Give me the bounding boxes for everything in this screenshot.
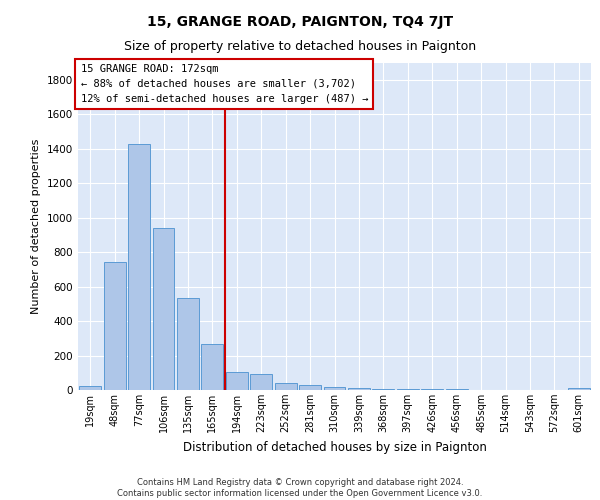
Bar <box>177 298 199 390</box>
Bar <box>299 386 321 390</box>
Bar <box>323 387 346 390</box>
Bar <box>226 372 248 390</box>
X-axis label: Distribution of detached houses by size in Paignton: Distribution of detached houses by size … <box>182 440 487 454</box>
Bar <box>275 383 296 390</box>
Text: Size of property relative to detached houses in Paignton: Size of property relative to detached ho… <box>124 40 476 53</box>
Bar <box>79 386 101 390</box>
Text: 15, GRANGE ROAD, PAIGNTON, TQ4 7JT: 15, GRANGE ROAD, PAIGNTON, TQ4 7JT <box>147 15 453 29</box>
Bar <box>397 389 419 390</box>
Bar <box>348 388 370 390</box>
Y-axis label: Number of detached properties: Number of detached properties <box>31 138 41 314</box>
Text: 15 GRANGE ROAD: 172sqm
← 88% of detached houses are smaller (3,702)
12% of semi-: 15 GRANGE ROAD: 172sqm ← 88% of detached… <box>80 64 368 104</box>
Bar <box>373 388 394 390</box>
Bar <box>152 228 175 390</box>
Bar <box>128 144 150 390</box>
Bar <box>250 374 272 390</box>
Text: Contains HM Land Registry data © Crown copyright and database right 2024.
Contai: Contains HM Land Registry data © Crown c… <box>118 478 482 498</box>
Bar <box>104 262 125 390</box>
Bar <box>202 344 223 390</box>
Bar <box>568 388 590 390</box>
